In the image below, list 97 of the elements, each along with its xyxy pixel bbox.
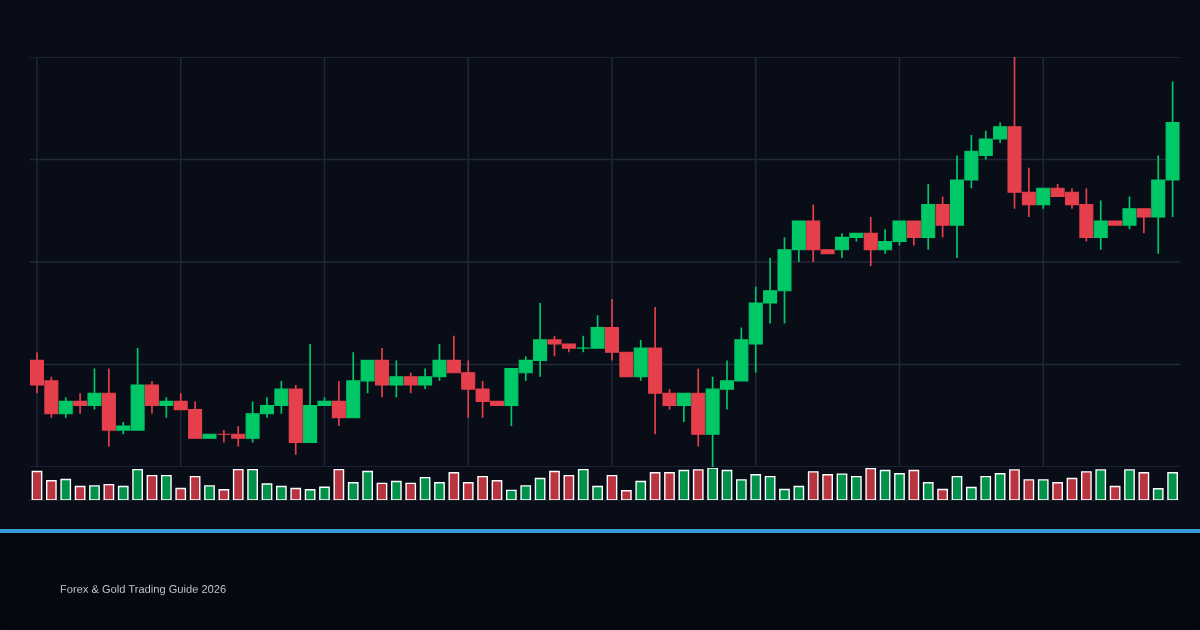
text: Forex & Gold Trading Guide 2026: [60, 584, 226, 596]
bar: [1052, 482, 1063, 500]
bar: [1152, 488, 1164, 500]
bar: [491, 480, 503, 500]
candlestick: [935, 195, 950, 239]
bar: [764, 475, 776, 500]
candlestick: [1122, 195, 1137, 231]
candlestick: [58, 396, 73, 419]
bar: [405, 482, 417, 500]
bar: [247, 468, 258, 500]
bar: [1080, 471, 1092, 500]
bar: [189, 475, 201, 500]
bar: [735, 479, 747, 500]
bar: [477, 475, 488, 500]
bar: [232, 468, 244, 500]
bar: [822, 474, 833, 500]
candlestick: [73, 392, 88, 415]
bar: [980, 475, 992, 500]
bar: [434, 482, 445, 500]
bar: [132, 468, 143, 500]
bar: [304, 489, 316, 500]
bar: [462, 482, 474, 500]
bar: [261, 483, 273, 500]
bar: [175, 487, 187, 500]
candlestick: [906, 220, 921, 247]
candlestick: [403, 371, 418, 395]
bar: [592, 485, 603, 500]
bar: [951, 475, 963, 500]
bar: [319, 486, 330, 500]
bar: [160, 474, 172, 500]
bar: [836, 473, 848, 500]
bar: [894, 473, 905, 500]
bar: [994, 473, 1006, 500]
bar: [1066, 477, 1078, 500]
bar: [577, 468, 589, 500]
bar: [390, 480, 402, 500]
bar: [1023, 479, 1035, 500]
bar: [937, 488, 948, 500]
bar: [218, 489, 230, 500]
bar: [879, 469, 891, 500]
bar: [74, 485, 86, 500]
bar: [635, 480, 647, 500]
bar: [620, 490, 632, 500]
bar: [89, 485, 100, 500]
bar: [1124, 469, 1135, 500]
bar: [908, 469, 920, 500]
bar: [60, 478, 72, 500]
bar: [750, 474, 762, 500]
bar: [103, 483, 115, 500]
bar: [117, 485, 129, 500]
bar: [534, 477, 546, 500]
bar: [1037, 479, 1049, 500]
bar: [1009, 469, 1020, 500]
bar: [347, 482, 359, 500]
bar: [807, 471, 819, 500]
candlestick: [1036, 187, 1051, 210]
bar: [520, 485, 532, 500]
bar: [275, 485, 287, 500]
bar: [563, 474, 575, 500]
bar: [362, 470, 373, 500]
bar: [922, 482, 934, 500]
bar: [45, 480, 57, 500]
bar: [850, 475, 862, 500]
candlestick: [1136, 207, 1151, 235]
candlestick: [676, 392, 691, 423]
candlestick: [87, 367, 102, 411]
candlestick: [389, 359, 404, 399]
candlestick: [1093, 199, 1108, 251]
bar: [865, 468, 877, 500]
bar: [1167, 472, 1178, 500]
candlestick: [863, 216, 878, 267]
bar: [1095, 469, 1107, 500]
bar: [1138, 472, 1150, 500]
bar: [419, 476, 431, 500]
bar: [376, 482, 388, 500]
bar: [721, 469, 733, 500]
candlestick: [144, 380, 160, 415]
candlestick: [159, 396, 174, 419]
bar: [692, 469, 704, 500]
bar: [333, 468, 345, 500]
bar: [31, 470, 43, 500]
bar: [707, 468, 718, 500]
bar: [649, 472, 661, 500]
bar: [1109, 485, 1121, 500]
bar: [505, 489, 517, 500]
candlestick: [331, 380, 346, 427]
bar: [606, 474, 618, 500]
bar: [779, 488, 790, 500]
bar: [290, 487, 302, 500]
bar: [965, 486, 977, 500]
bar: [204, 485, 215, 500]
bar: [146, 474, 158, 500]
bar: [549, 470, 560, 500]
bar: [664, 472, 675, 500]
bar: [448, 472, 460, 500]
bar: [793, 485, 805, 500]
bar: [678, 469, 690, 500]
